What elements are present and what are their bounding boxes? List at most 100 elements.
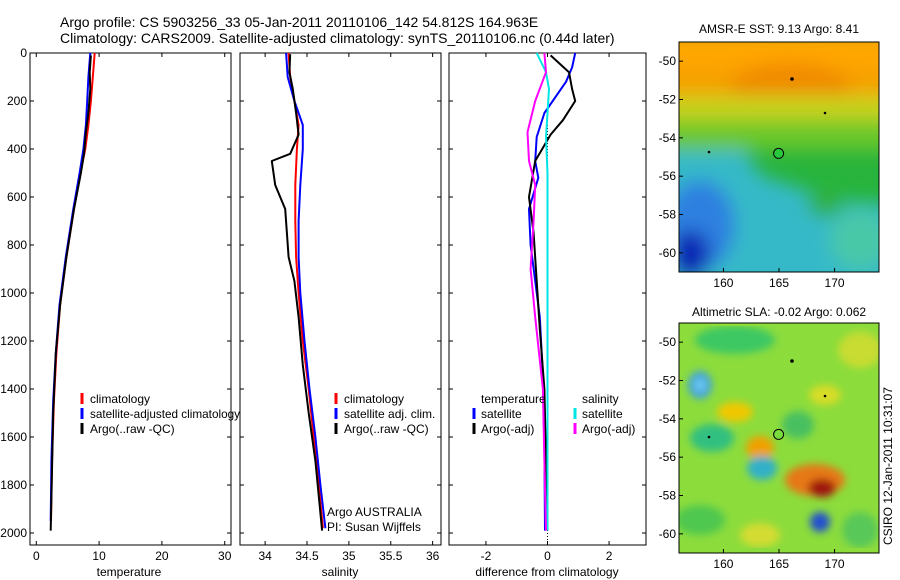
salinity-profile-lines: [270, 52, 327, 531]
sla-blue-eddy: [810, 512, 830, 532]
y-tick-label: 400: [7, 142, 27, 156]
sla-map-axes: 160 165 170 -50 -52 -54 -56 -58 -60: [659, 335, 845, 571]
legend-label-temp-argo: Argo(-adj): [481, 422, 534, 436]
sst-lightgreen-band: [679, 120, 879, 150]
difference-x-axis: -2 0 2: [449, 52, 646, 563]
sla-green-patch: [842, 512, 878, 548]
x-tick-label: 2: [606, 549, 613, 563]
island-dot: [823, 111, 827, 115]
temperature-legend: climatology satellite-adjusted climatolo…: [80, 392, 240, 436]
x-tick-label: 34: [258, 549, 272, 563]
legend-label-climatology: climatology: [344, 392, 404, 406]
map-y-tick-label: -54: [659, 412, 677, 426]
difference-x-label: difference from climatology: [475, 565, 618, 579]
map-y-tick-label: -52: [659, 93, 677, 107]
figure-title-line1: Argo profile: CS 5903256_33 05-Jan-2011 …: [60, 14, 538, 30]
y-tick-label: 1800: [0, 478, 27, 492]
argo-float-marker: [773, 428, 785, 440]
temperature-plot-frame: [29, 52, 232, 546]
series-line-argo-raw-qc-: [270, 54, 324, 531]
sla-cyan-eddy: [747, 456, 777, 480]
sst-coldest-pool: [679, 230, 710, 272]
y-tick-label: 0: [20, 46, 27, 60]
legend-label-satellite-adj: satellite adj. clim.: [344, 407, 435, 421]
island-dot: [790, 77, 794, 81]
y-tick-label: 600: [7, 190, 27, 204]
sst-map-axes: 160 165 170 -50 -52 -54 -56 -58 -60: [659, 54, 845, 290]
sla-yellow-patch: [717, 402, 753, 422]
island-dot: [823, 394, 827, 398]
salinity-x-axis: 34 34.5 35 35.5 36: [240, 52, 441, 563]
sla-orange-patch: [746, 436, 774, 460]
island-dot: [790, 359, 794, 363]
map-y-tick-label: -50: [659, 54, 677, 68]
map-y-tick-label: -56: [659, 169, 677, 183]
series-line-salinity-satellite: [535, 52, 550, 531]
series-line-salinity-argo-adj-: [526, 52, 547, 531]
difference-legend: temperature satellite Argo(-adj) salinit…: [472, 392, 635, 436]
map-y-tick-label: -52: [659, 374, 677, 388]
legend-label-satellite-adjusted: satellite-adjusted climatology: [90, 407, 240, 421]
x-tick-label: -2: [481, 549, 492, 563]
sla-teal-patch: [690, 424, 734, 452]
y-tick-label: 1400: [0, 382, 27, 396]
legend-label-temp-satellite: satellite: [481, 407, 522, 421]
y-tick-label: 1600: [0, 430, 27, 444]
series-line-temperature-argo-adj-: [528, 54, 577, 531]
x-tick-label: 10: [92, 549, 106, 563]
map-y-tick-label: -60: [659, 246, 677, 260]
map-y-tick-label: -60: [659, 527, 677, 541]
x-tick-label: 0: [33, 549, 40, 563]
map-y-tick-label: -58: [659, 489, 677, 503]
map-x-tick-label: 165: [769, 276, 789, 290]
map-y-tick-label: -50: [659, 335, 677, 349]
map-x-tick-label: 165: [769, 557, 789, 571]
y-tick-label: 1200: [0, 334, 27, 348]
legend-label-argo: Argo(..raw -QC): [344, 422, 429, 436]
sla-patch: [695, 326, 775, 354]
y-tick-label: 2000: [0, 526, 27, 540]
x-tick-label: 20: [155, 549, 169, 563]
sst-teal-patch: [830, 210, 879, 270]
map-y-tick-label: -56: [659, 450, 677, 464]
x-tick-label: 30: [218, 549, 232, 563]
map-x-tick-label: 160: [713, 276, 733, 290]
x-tick-label: 34.5: [295, 549, 319, 563]
sla-yellow-patch: [740, 523, 780, 547]
temperature-x-axis: 0 10 20 30: [30, 52, 232, 563]
legend-title-temperature: temperature: [481, 392, 546, 406]
legend-label-sal-argo: Argo(-adj): [582, 422, 635, 436]
sst-map-title: AMSR-E SST: 9.13 Argo: 8.41: [699, 22, 859, 36]
x-tick-label: 36: [426, 549, 440, 563]
sla-map-title: Altimetric SLA: -0.02 Argo: 0.062: [692, 305, 866, 319]
temperature-x-label: temperature: [97, 565, 162, 579]
salinity-legend: climatology satellite adj. clim. Argo(..…: [334, 392, 435, 436]
legend-label-argo: Argo(..raw -QC): [90, 422, 175, 436]
sla-green-patch: [679, 505, 725, 535]
y-tick-label: 200: [7, 94, 27, 108]
sla-warm-core: [808, 479, 836, 497]
temperature-profile-lines: [49, 52, 96, 531]
timestamp-stamp: CSIRO 12-Jan-2011 10:31:07: [881, 387, 895, 545]
legend-label-sal-satellite: satellite: [582, 407, 623, 421]
island-dot: [707, 150, 711, 154]
series-line-argo-raw-qc-: [49, 55, 92, 531]
map-y-tick-label: -54: [659, 131, 677, 145]
sla-green-patch: [782, 411, 814, 439]
depth-axis: 0 200 400 600 800 1000 1200 1400 1600 1800 2000: [0, 46, 34, 540]
legend-label-climatology: climatology: [90, 392, 150, 406]
map-y-tick-label: -58: [659, 208, 677, 222]
sst-green-patch: [807, 193, 843, 217]
salinity-plot-frame: [239, 52, 442, 546]
y-tick-label: 800: [7, 238, 27, 252]
argo-credit: Argo AUSTRALIA: [327, 505, 422, 519]
argo-float-marker: [773, 147, 785, 159]
map-x-tick-label: 160: [713, 557, 733, 571]
x-tick-label: 35.5: [379, 549, 403, 563]
legend-title-salinity: salinity: [582, 392, 619, 406]
sla-heatmap: [679, 323, 879, 553]
difference-profile-lines: [526, 52, 577, 531]
figure-title-line2: Climatology: CARS2009. Satellite-adjuste…: [60, 30, 615, 46]
y-tick-label: 1000: [0, 286, 27, 300]
